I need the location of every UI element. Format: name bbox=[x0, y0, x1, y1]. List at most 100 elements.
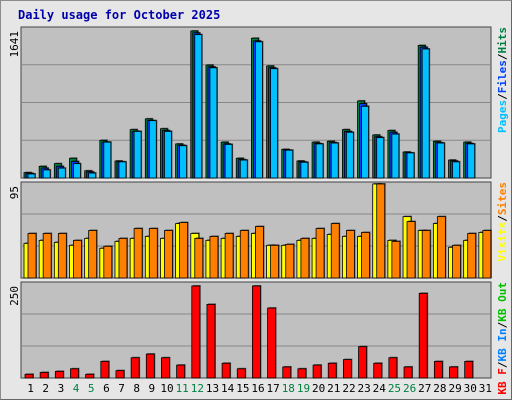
sites-bar bbox=[239, 229, 250, 279]
kbytes-bar bbox=[403, 365, 414, 379]
legend-kbytes-part: / bbox=[496, 321, 509, 328]
kbytes-bar-face bbox=[297, 368, 307, 379]
legend-visits-part: Visits bbox=[496, 222, 509, 262]
kbytes-bar-face bbox=[161, 357, 170, 379]
sites-bar bbox=[27, 232, 37, 279]
pages-bar bbox=[315, 142, 325, 179]
pages-bar-face bbox=[452, 161, 460, 179]
sites-bar-face bbox=[452, 244, 461, 279]
kbytes-bar-face bbox=[221, 362, 231, 379]
sites-bar bbox=[88, 229, 98, 279]
pages-bar bbox=[376, 136, 385, 179]
kbytes-bar-face bbox=[312, 364, 322, 379]
kbytes-bar-face bbox=[252, 285, 261, 379]
pages-bar bbox=[467, 142, 476, 179]
legend-hits-part: / bbox=[496, 93, 509, 100]
sites-bar-face bbox=[194, 238, 204, 279]
day-label: 28 bbox=[433, 382, 446, 395]
pages-bar bbox=[103, 141, 112, 179]
sites-bar-face bbox=[27, 233, 37, 279]
legend-visits: Visits/Sites bbox=[496, 182, 509, 262]
sites-bar-face bbox=[239, 230, 249, 279]
kbytes-bar-face bbox=[358, 346, 367, 379]
kbytes-bar-face bbox=[403, 366, 413, 379]
day-label: 7 bbox=[118, 382, 125, 395]
pages-bar bbox=[300, 161, 309, 179]
sites-bar-face bbox=[164, 230, 173, 279]
kbytes-bar-face bbox=[24, 373, 34, 379]
sites-bar bbox=[194, 237, 204, 279]
pages-bar-face bbox=[118, 161, 127, 179]
pages-bar-face bbox=[179, 145, 188, 179]
pages-bar-face bbox=[133, 131, 142, 179]
kbytes-bar-face bbox=[176, 364, 186, 379]
pages-bar-face bbox=[270, 68, 278, 179]
kbytes-bar-face bbox=[236, 368, 246, 379]
kbytes-bar bbox=[449, 365, 459, 379]
day-label: 25 bbox=[388, 382, 401, 395]
pages-bar bbox=[73, 162, 82, 179]
kbytes-bar bbox=[206, 303, 216, 379]
ymax-label-kbytes: 250 bbox=[8, 286, 21, 306]
pages-bar-face bbox=[345, 131, 354, 179]
pages-bar-face bbox=[376, 137, 385, 179]
day-label: 23 bbox=[358, 382, 371, 395]
day-label: 22 bbox=[342, 382, 355, 395]
pages-bar bbox=[133, 130, 143, 179]
pages-bar bbox=[421, 48, 431, 179]
sites-bar bbox=[361, 231, 371, 279]
pages-bar-face bbox=[103, 141, 112, 179]
pages-bar bbox=[270, 67, 279, 179]
day-label: 11 bbox=[176, 382, 189, 395]
pages-bar bbox=[27, 172, 36, 179]
legend-hits-part: Files bbox=[496, 60, 509, 93]
sites-bar-face bbox=[315, 228, 325, 279]
day-label: 12 bbox=[191, 382, 204, 395]
sites-bar-face bbox=[436, 216, 446, 279]
day-label: 6 bbox=[103, 382, 110, 395]
pages-bar bbox=[164, 130, 173, 179]
sites-bar-face bbox=[209, 236, 219, 279]
pages-bar-face bbox=[194, 34, 203, 179]
kbytes-bar-face bbox=[206, 303, 216, 379]
kbytes-bar-face bbox=[54, 370, 64, 379]
sites-bar-face bbox=[73, 239, 82, 279]
day-label: 3 bbox=[58, 382, 65, 395]
sites-bar bbox=[164, 229, 174, 279]
pages-bar-face bbox=[436, 142, 445, 179]
kbytes-bar-face bbox=[267, 307, 276, 379]
sites-bar-face bbox=[406, 221, 416, 279]
pages-bar-face bbox=[42, 169, 51, 179]
kbytes-bar bbox=[418, 292, 429, 379]
sites-bar bbox=[73, 239, 83, 279]
kbytes-bar bbox=[373, 362, 383, 379]
sites-bar bbox=[391, 240, 401, 279]
sites-bar-face bbox=[467, 233, 477, 279]
sites-bar bbox=[270, 244, 280, 279]
sites-bar bbox=[209, 235, 219, 279]
kbytes-bar-face bbox=[418, 292, 428, 379]
pages-bar-face bbox=[88, 172, 97, 179]
pages-bar-face bbox=[164, 131, 172, 179]
legend-kbytes-part: KB F bbox=[496, 368, 509, 395]
pages-bar-face bbox=[391, 133, 400, 179]
pages-bar-face bbox=[330, 142, 339, 179]
pages-bar-face bbox=[224, 144, 233, 179]
kbytes-bar-face bbox=[327, 362, 337, 379]
pages-bar bbox=[57, 167, 67, 179]
pages-bar bbox=[148, 119, 158, 179]
pages-bar bbox=[118, 160, 127, 179]
kbytes-bar bbox=[70, 367, 80, 379]
kbytes-bar bbox=[267, 307, 277, 379]
pages-bar bbox=[88, 172, 97, 179]
kbytes-bar-face bbox=[449, 366, 458, 379]
kbytes-bar bbox=[85, 373, 95, 379]
pages-bar bbox=[209, 66, 218, 179]
kbytes-bar-face bbox=[145, 353, 155, 379]
pages-bar bbox=[436, 142, 446, 179]
pages-bar-face bbox=[361, 105, 369, 179]
sites-bar bbox=[300, 237, 310, 279]
sites-bar bbox=[103, 245, 113, 279]
kbytes-bar bbox=[327, 362, 338, 379]
ymax-label-visits: 95 bbox=[8, 186, 21, 199]
